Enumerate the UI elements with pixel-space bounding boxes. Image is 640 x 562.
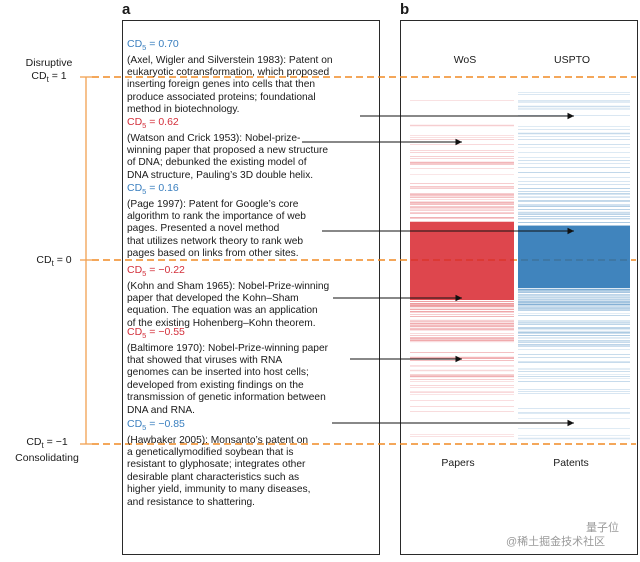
watermark-left: @稀土掘金技术社区 xyxy=(506,536,606,548)
papers-footer: Papers xyxy=(441,457,475,469)
entry-line: that showed that viruses with RNA xyxy=(127,354,283,366)
panel-a-frame xyxy=(122,20,380,555)
entry-line: (Page 1997): Patent for Google’s core xyxy=(127,198,299,210)
entry-line: (Kohn and Sham 1965): Nobel-Prize-winnin… xyxy=(127,280,330,292)
uspto-header: USPTO xyxy=(554,54,590,66)
cd-mid-symbol: CD xyxy=(36,254,52,266)
cd-bottom-sub: t xyxy=(41,441,44,451)
entry-page: CD5 = 0.16 (Page 1997): Patent for Googl… xyxy=(127,182,306,261)
entry-line: inserting foreign genes into cells that … xyxy=(127,79,316,91)
cd-prefix: CD xyxy=(127,418,143,430)
entry-line: of DNA; debunked the existing model of xyxy=(127,157,307,169)
entry-line: and resistance to shattering. xyxy=(127,496,255,508)
uspto-dense-band xyxy=(518,226,630,288)
cd-prefix: CD xyxy=(127,116,143,128)
wos-papers-barcode xyxy=(410,100,514,437)
cd-number: = −0.55 xyxy=(149,326,185,338)
cd-sub: 5 xyxy=(142,423,147,433)
entry-axel: CD5 = 0.70 (Axel, Wigler and Silverstein… xyxy=(127,38,333,117)
consolidating-label: CDt = −1 Consolidating xyxy=(6,436,88,465)
cd-value-watson: CD5 = 0.62 xyxy=(127,116,328,133)
arrows xyxy=(302,112,574,427)
entry-line: (Axel, Wigler and Silverstein 1983): Pat… xyxy=(127,54,333,66)
cd-zero-label: CDt = 0 xyxy=(24,254,84,270)
cd-value-axel: CD5 = 0.70 xyxy=(127,38,333,55)
cd-number: = −0.85 xyxy=(149,418,185,430)
entry-line: winning paper that proposed a new struct… xyxy=(127,144,329,156)
entry-line: a geneticallymodified soybean that is xyxy=(127,446,294,458)
entry-hawbaker: CD5 = −0.85 (Hawbaker 2005): Monsanto’s … xyxy=(127,418,310,509)
cd-prefix: CD xyxy=(127,38,143,50)
entry-line: transmission of genetic information betw… xyxy=(127,392,326,404)
cd-sub: 5 xyxy=(142,269,147,279)
cd-scale-axis xyxy=(80,76,92,445)
cd-top-symbol: CD xyxy=(31,70,47,82)
cd-number: = 0.70 xyxy=(149,38,179,50)
cd-sub: 5 xyxy=(142,331,147,341)
cd-bottom-value: = −1 xyxy=(46,436,68,448)
entry-line: produce associated proteins; foundationa… xyxy=(127,91,316,103)
disruptive-word: Disruptive xyxy=(25,57,73,69)
entry-line: algorithm to rank the importance of web xyxy=(127,210,306,222)
panel-b-label: b xyxy=(400,1,410,18)
entry-line: pages based on links from other sites. xyxy=(127,248,299,260)
entry-line: (Watson and Crick 1953): Nobel-prize- xyxy=(127,132,301,144)
entry-kohn-sham: CD5 = −0.22 (Kohn and Sham 1965): Nobel-… xyxy=(127,264,329,330)
cd-number: = −0.22 xyxy=(149,264,185,276)
entry-line: genomes can be inserted into host cells; xyxy=(127,367,309,379)
cd-value-baltimore: CD5 = −0.55 xyxy=(127,326,328,343)
cd-sub: 5 xyxy=(142,43,147,53)
cd-value-page: CD5 = 0.16 xyxy=(127,182,306,199)
cd-prefix: CD xyxy=(127,182,143,194)
entry-watson-crick: CD5 = 0.62 (Watson and Crick 1953): Nobe… xyxy=(127,116,328,182)
entry-line: that utilizes network theory to rank web xyxy=(127,235,304,247)
cd-number: = 0.16 xyxy=(149,182,179,194)
cd-value-hawbaker: CD5 = −0.85 xyxy=(127,418,310,435)
entry-line: (Baltimore 1970): Nobel-Prize-winning pa… xyxy=(127,342,329,354)
entry-line: (Hawbaker 2005): Monsanto’s patent on xyxy=(127,434,309,446)
cd-value-kohn: CD5 = −0.22 xyxy=(127,264,329,281)
cd-bottom-symbol: CD xyxy=(26,436,42,448)
cd-mid-sub: t xyxy=(51,259,54,269)
entry-line: developed from existing findings on the xyxy=(127,379,304,391)
entry-baltimore: CD5 = −0.55 (Baltimore 1970): Nobel-Priz… xyxy=(127,326,328,417)
cd-sub: 5 xyxy=(142,187,147,197)
cd-number: = 0.62 xyxy=(149,116,179,128)
patents-footer: Patents xyxy=(553,457,589,469)
entry-line: paper that developed the Kohn–Sham xyxy=(127,292,299,304)
consolidating-word: Consolidating xyxy=(15,452,79,465)
disruptive-label: Disruptive CDt = 1 xyxy=(14,57,84,86)
wos-header: WoS xyxy=(453,54,477,66)
watermark-right: 量子位 xyxy=(586,522,619,534)
panel-a-label: a xyxy=(122,1,131,18)
cd-top-sub: t xyxy=(46,75,49,85)
cd-sub: 5 xyxy=(142,121,147,131)
cd-prefix: CD xyxy=(127,326,143,338)
entry-line: eukaryotic cotransformation, which propo… xyxy=(127,66,330,78)
entry-line: higher yield, immunity to many diseases, xyxy=(127,484,311,496)
entry-line: resistant to glyphosate; integrates othe… xyxy=(127,459,306,471)
cd-prefix: CD xyxy=(127,264,143,276)
entry-line: method in biotechnology. xyxy=(127,104,240,116)
uspto-patents-barcode xyxy=(518,92,630,440)
entry-line: desirable plant characteristics such as xyxy=(127,471,300,483)
cd-mid-value: = 0 xyxy=(56,254,72,266)
entry-line: pages. Presented a novel method xyxy=(127,223,280,235)
entry-line: equation. The equation was an applicatio… xyxy=(127,305,318,317)
entry-line: DNA and RNA. xyxy=(127,404,195,416)
cd-top-value: = 1 xyxy=(51,70,67,82)
entry-line: DNA structure, Pauling’s 3D double helix… xyxy=(127,169,314,181)
entry-line: of the existing Hohenberg–Kohn theorem. xyxy=(127,317,316,329)
wos-dense-band xyxy=(410,222,514,300)
